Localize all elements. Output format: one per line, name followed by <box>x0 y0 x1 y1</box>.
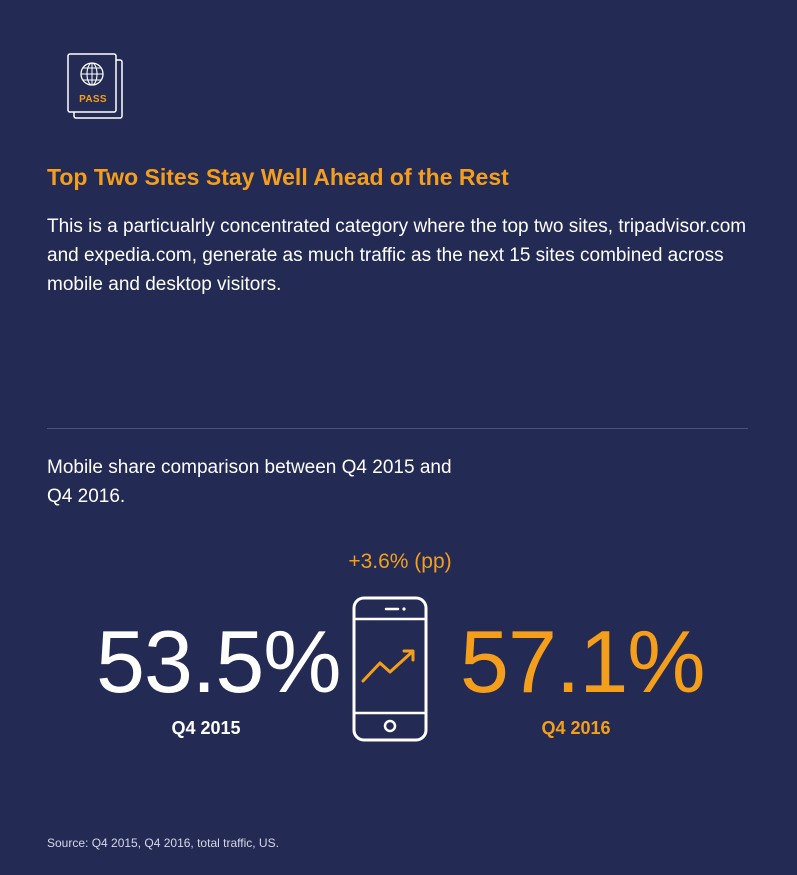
phone-growth-icon <box>352 596 428 742</box>
stat-q4-2015-value: 53.5% <box>96 612 342 711</box>
passport-label: PASS <box>79 94 107 105</box>
source-note: Source: Q4 2015, Q4 2016, total traffic,… <box>47 836 279 850</box>
stat-q4-2016-value: 57.1% <box>460 612 706 711</box>
comparison-heading: Mobile share comparison between Q4 2015 … <box>47 457 452 507</box>
change-label: +3.6% (pp) <box>348 550 452 573</box>
stat-q4-2016-label: Q4 2016 <box>541 718 611 738</box>
stat-q4-2015-label: Q4 2015 <box>171 718 241 738</box>
section-divider <box>47 428 748 429</box>
section-title: Top Two Sites Stay Well Ahead of the Res… <box>47 164 509 190</box>
passport-icon <box>67 53 123 119</box>
section-description: This is a particualrly concentrated cate… <box>47 216 747 295</box>
